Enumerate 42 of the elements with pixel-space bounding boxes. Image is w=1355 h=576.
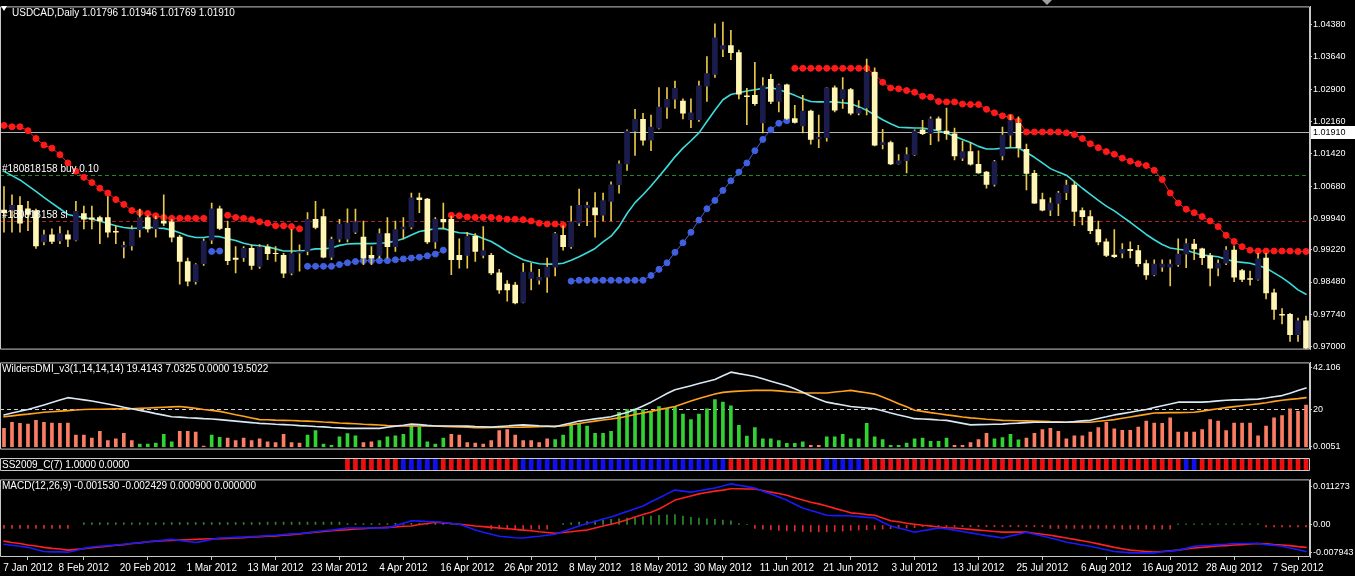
x-tick-label: 20 Feb 2012 [119, 561, 177, 573]
y-tick-label: 0.99940 [1313, 212, 1346, 223]
ref-line-label: 1.01910 [1313, 126, 1346, 137]
y-tick-label: 0.0051 [1313, 441, 1341, 452]
y-tick-label: 1.03640 [1313, 51, 1346, 62]
y-tick-label: 0.97000 [1313, 341, 1346, 352]
y-tick-label: 1.00680 [1313, 180, 1346, 191]
y-tick-label: 1.02900 [1313, 83, 1346, 94]
x-tick-label: 1 Mar 2012 [186, 561, 238, 573]
y-tick-label: 0.97740 [1313, 308, 1346, 319]
x-tick-label: 21 Jun 2012 [823, 561, 879, 573]
y-tick-label: -0.007943 [1313, 546, 1354, 557]
x-tick-label: 4 Apr 2012 [379, 561, 429, 573]
x-tick-label: 3 Jul 2012 [891, 561, 939, 573]
x-tick-label: 16 Aug 2012 [1142, 561, 1199, 573]
y-tick-label: 1.02160 [1313, 116, 1346, 127]
x-tick-label: 28 Aug 2012 [1206, 561, 1263, 573]
x-tick-label: 8 May 2012 [568, 561, 622, 573]
x-tick-label: 16 Apr 2012 [440, 561, 495, 573]
x-tick-label: 23 Mar 2012 [311, 561, 368, 573]
x-tick-label: 26 Apr 2012 [504, 561, 559, 573]
y-tick-label: 0.011273 [1313, 480, 1350, 491]
y-tick-label: 0.00 [1313, 519, 1331, 530]
chart-title: MACD(12,26,9) -0.001530 -0.002429 0.000900 0.000000 [2, 480, 257, 492]
x-tick-label: 7 Jan 2012 [3, 561, 54, 573]
x-tick-label: 13 Mar 2012 [247, 561, 305, 573]
chart-title: USDCAD,Daily 1.01796 1.01946 1.01769 1.01910 [12, 7, 236, 19]
y-tick-label: 20 [1313, 403, 1324, 414]
y-tick-label: 1.01420 [1313, 148, 1346, 159]
y-tick-label: 0.99220 [1313, 244, 1346, 255]
chart-title: SS2009_C(7) 1.0000 0.0000 [2, 458, 130, 470]
x-tick-label: 7 Sep 2012 [1272, 561, 1325, 573]
x-tick-label: 18 May 2012 [630, 561, 689, 573]
x-tick-label: 6 Aug 2012 [1081, 561, 1133, 573]
y-tick-label: 42.106 [1313, 362, 1341, 373]
x-tick-label: 13 Jul 2012 [952, 561, 1005, 573]
y-tick-label: 0.98480 [1313, 276, 1346, 287]
x-tick-label: 25 Jul 2012 [1016, 561, 1069, 573]
y-tick-label: 1.04380 [1313, 19, 1346, 30]
x-tick-label: 8 Feb 2012 [58, 561, 110, 573]
x-tick-label: 30 May 2012 [693, 561, 753, 573]
x-tick-label: 11 Jun 2012 [759, 561, 815, 573]
